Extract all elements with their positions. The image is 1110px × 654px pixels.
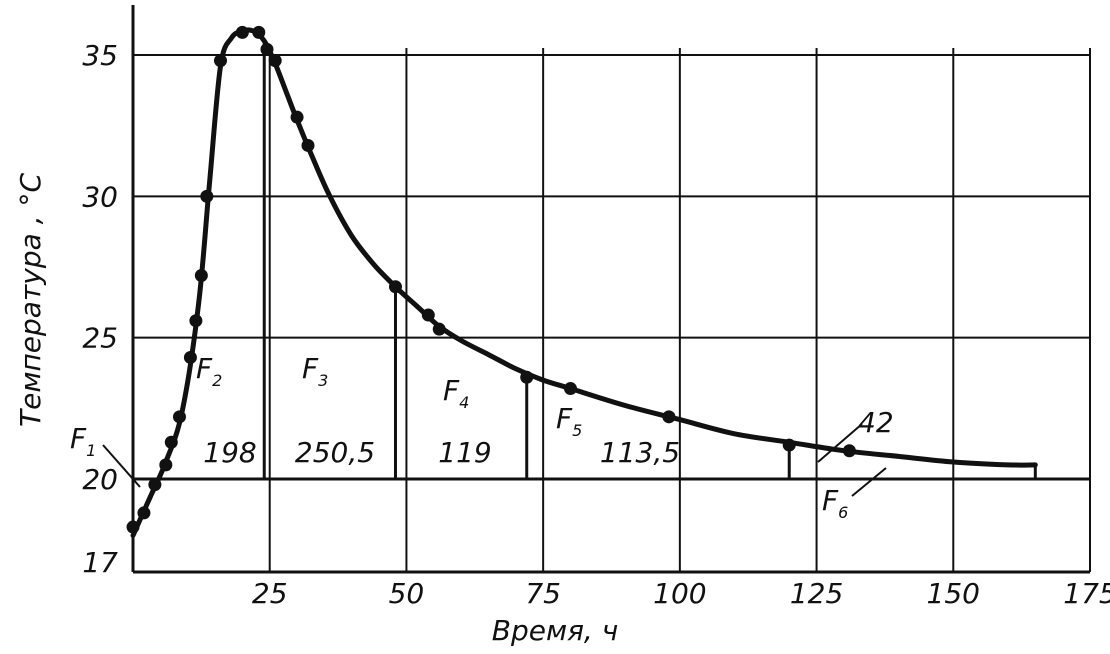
- axes: [131, 5, 1090, 574]
- data-point-2: [137, 506, 151, 520]
- y-tick-label-30: 30: [82, 180, 118, 213]
- data-point-14: [260, 42, 274, 56]
- data-point-22: [563, 382, 577, 396]
- y-axis-label: Температура , °C: [14, 173, 47, 427]
- data-points: [126, 25, 856, 534]
- area-value-f5: 113,5: [600, 436, 680, 469]
- data-point-11: [213, 54, 227, 68]
- area-label-f5: F5: [556, 402, 582, 440]
- x-tick-label-175: 175: [1063, 577, 1110, 610]
- area-label-f1: F1: [70, 422, 96, 460]
- data-point-21: [520, 370, 534, 384]
- data-point-4: [159, 458, 173, 472]
- data-point-3: [148, 478, 162, 492]
- x-tick-label-75: 75: [525, 577, 561, 610]
- x-tick-labels: 25 50 75 100 125 150 175: [252, 577, 1110, 610]
- temperature-curve: [130, 27, 1038, 538]
- data-point-24: [782, 438, 796, 452]
- area-label-f3: F3: [302, 352, 328, 390]
- data-point-17: [301, 138, 315, 152]
- data-point-15: [268, 54, 282, 68]
- data-point-25: [842, 444, 856, 458]
- data-point-12: [235, 25, 249, 39]
- data-point-18: [388, 280, 402, 294]
- area-value-f6: 42: [858, 406, 894, 439]
- area-boundaries: [262, 40, 1037, 479]
- x-axis-label: Время, ч: [492, 614, 619, 647]
- x-tick-label-50: 50: [389, 577, 425, 610]
- grid: [133, 48, 1091, 572]
- data-point-1: [126, 520, 140, 534]
- y-tick-label-25: 25: [82, 322, 118, 355]
- y-tick-label-20: 20: [82, 463, 118, 496]
- x-tick-label-125: 125: [790, 577, 843, 610]
- data-point-6: [172, 410, 186, 424]
- data-point-13: [252, 25, 266, 39]
- y-tick-labels: 17 20 25 30 35: [82, 39, 118, 579]
- data-point-20: [432, 322, 446, 336]
- area-value-f3: 250,5: [295, 436, 375, 469]
- data-point-9: [194, 268, 208, 282]
- x-tick-label-25: 25: [252, 577, 288, 610]
- data-point-16: [290, 110, 304, 124]
- x-tick-label-100: 100: [653, 577, 706, 610]
- area-value-f4: 119: [438, 436, 491, 469]
- x-tick-label-150: 150: [927, 577, 980, 610]
- leader-line-42: [817, 423, 863, 463]
- area-label-f6: F6: [822, 484, 848, 522]
- leader-line-f1: [102, 444, 141, 488]
- data-point-8: [189, 314, 203, 328]
- y-tick-label-17: 17: [82, 546, 118, 579]
- area-value-f2: 198: [203, 436, 256, 469]
- data-point-5: [164, 435, 178, 449]
- leader-line-f6: [851, 467, 887, 497]
- area-label-f2: F2: [196, 352, 222, 390]
- data-point-19: [421, 308, 435, 322]
- data-point-23: [662, 410, 676, 424]
- area-label-f4: F4: [443, 374, 469, 412]
- y-tick-label-35: 35: [82, 39, 118, 72]
- data-point-10: [200, 189, 214, 203]
- data-point-7: [183, 350, 197, 364]
